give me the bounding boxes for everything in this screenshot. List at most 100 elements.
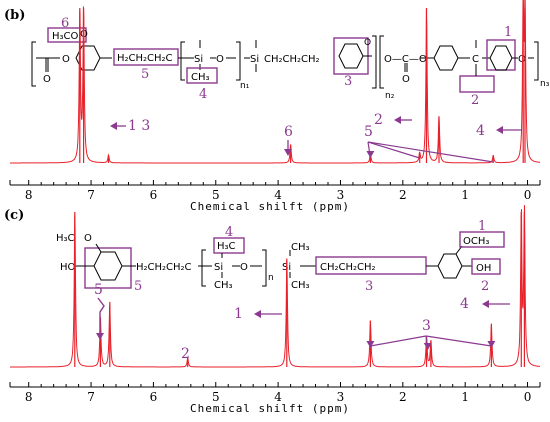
structure-c-bracket-left — [201, 249, 206, 287]
structure-c-ring-1 — [93, 251, 123, 281]
x-tick-label: 3 — [337, 390, 345, 404]
peak-arrow-head — [254, 310, 261, 318]
structure-c-si1: Si — [214, 262, 223, 273]
x-tick-label: 2 — [399, 390, 407, 404]
peak-arrow-head — [423, 343, 432, 350]
peak-label: 1 3 — [128, 118, 150, 134]
x-axis-label: Chemical shilft (ppm) — [190, 402, 350, 415]
structure-c-numbers: 1 2 3 4 5 — [134, 219, 489, 294]
peak-label: 5 — [364, 124, 373, 140]
panel-c: (c) H₃C O — [4, 205, 541, 415]
structure-b-box-6 — [47, 27, 87, 43]
structure-c-bracket-right — [262, 249, 267, 287]
structure-b-ch3: CH₃ — [191, 72, 210, 83]
structure-b-si1: Si — [194, 54, 203, 65]
structure-b-n3: n₃ — [540, 79, 550, 89]
structure-c-box-1 — [459, 231, 505, 248]
peak-arrow-head — [366, 341, 375, 348]
structure-c-och3: OCH₃ — [463, 236, 489, 247]
structure-b-n1: n₁ — [240, 81, 250, 91]
structure-c-h3c: H₃C — [56, 233, 75, 244]
peak-arrow-head — [496, 126, 503, 134]
structure-c-ho: HO — [60, 262, 76, 273]
structure-b — [31, 27, 539, 93]
structure-b-chain1: H₂CH₂CH₂C — [117, 53, 173, 64]
structure-b-box-4 — [186, 67, 218, 84]
peak-label: 2 — [374, 112, 383, 128]
panel-b-label: (b) — [4, 8, 25, 23]
structure-c-box-5 — [84, 247, 132, 289]
panel-c-label: (c) — [4, 208, 24, 223]
spectrum-line — [10, 0, 540, 164]
x-axis-label: Chemical shilft (ppm) — [190, 200, 350, 213]
structure-b-o-bottom: O — [402, 74, 410, 85]
structure-b-carbonate: O—C—O — [384, 54, 427, 65]
structure-c-o-top: O — [84, 233, 92, 244]
peak-label: 6 — [284, 124, 293, 140]
structure-b-num-5: 5 — [141, 67, 149, 82]
peak-arrow-head — [284, 149, 292, 156]
structure-b-box-5 — [113, 48, 179, 66]
structure-c-h3c-box: H₃C — [217, 241, 236, 252]
structure-b-carbonyl-o: O — [43, 74, 51, 85]
peak-arrow-head — [110, 122, 117, 130]
x-tick-label: 4 — [274, 188, 282, 202]
peak-label: 5 — [94, 282, 103, 298]
x-tick-label: 7 — [87, 188, 95, 202]
peak-arrow-head — [487, 341, 496, 348]
structure-b-o: O — [216, 54, 224, 65]
structure-b-chain2: CH₂CH₂CH₂ — [264, 54, 320, 65]
structure-c-ch3-bot: CH₃ — [291, 280, 310, 291]
peak-arrow — [367, 141, 420, 159]
x-tick-label: 4 — [274, 390, 282, 404]
structure-c-box-2 — [471, 258, 501, 275]
peak-arrow-head — [96, 333, 104, 340]
structure-c-num-2: 2 — [481, 279, 489, 294]
structure-b-bracket-si-right — [236, 41, 241, 81]
structure-c-box-4 — [213, 237, 245, 254]
structure-b-ring-4 — [489, 45, 513, 71]
panel-b: (b) — [4, 0, 550, 213]
x-tick-label: 1 — [461, 390, 469, 404]
peak-label: 1 — [234, 306, 243, 322]
peak-label: 4 — [476, 123, 485, 139]
x-tick-label: 6 — [150, 390, 158, 404]
peak-label: 4 — [460, 296, 469, 312]
structure-b-n2: n₂ — [385, 91, 395, 101]
structure-c-num-4: 4 — [225, 225, 233, 240]
peak-arrow-head — [366, 151, 375, 158]
structure-b-num-4: 4 — [199, 87, 207, 102]
peak-arrow — [367, 141, 494, 163]
structure-c-ring-2 — [437, 253, 463, 279]
structure-c-ch3: CH₃ — [214, 280, 233, 291]
x-tick-label: 1 — [461, 188, 469, 202]
x-tick-label: 3 — [337, 188, 345, 202]
x-tick-label: 7 — [87, 390, 95, 404]
structure-c-num-3: 3 — [365, 279, 373, 294]
structure-b-o-ring: O — [364, 38, 371, 48]
peak-label: 2 — [181, 346, 190, 362]
structure-c-num-5: 5 — [134, 279, 142, 294]
structure-b-bracket-left — [31, 41, 36, 87]
structure-c-num-1: 1 — [478, 219, 486, 234]
peak-arrow — [425, 335, 492, 347]
peak-arrow-head — [482, 300, 489, 308]
x-tick-label: 5 — [212, 390, 220, 404]
peak-label: 3 — [422, 318, 431, 334]
peak-arrow — [97, 297, 105, 334]
x-tick-label: 0 — [524, 390, 532, 404]
structure-b-num-3: 3 — [344, 74, 352, 89]
x-tick-label: 5 — [212, 188, 220, 202]
x-tick-label: 8 — [25, 390, 33, 404]
structure-c-o: O — [240, 262, 248, 273]
structure-b-ring-3 — [433, 45, 459, 71]
peak-arrow — [370, 335, 427, 347]
structure-b-ring-2 — [338, 43, 364, 69]
structure-c-oh: OH — [476, 263, 491, 274]
structure-b-ester-o: O — [62, 54, 70, 65]
structure-b-bracket-c — [372, 35, 377, 89]
structure-b-c-center: C — [472, 54, 479, 65]
